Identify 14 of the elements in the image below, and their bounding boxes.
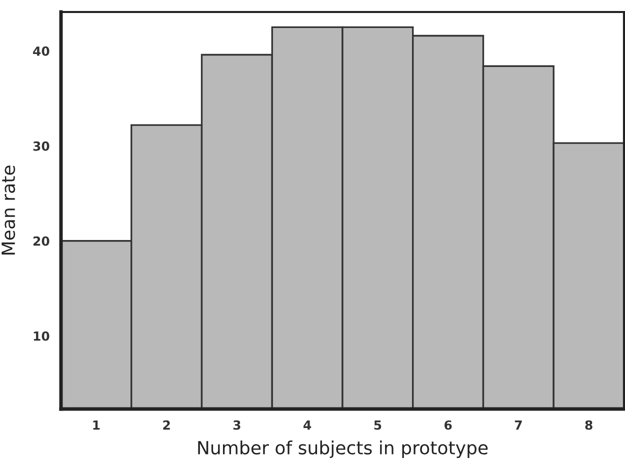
y-tick-label: 10 bbox=[34, 331, 50, 341]
x-tick-label: 7 bbox=[514, 420, 522, 430]
x-tick-label: 1 bbox=[93, 420, 100, 430]
x-tick-label: 4 bbox=[304, 420, 312, 430]
y-tick-label: 30 bbox=[33, 141, 50, 151]
y-tick-label: 20 bbox=[33, 236, 50, 246]
x-tick-label: 2 bbox=[163, 420, 170, 430]
x-tick-label: 5 bbox=[374, 420, 382, 430]
x-tick-label: 3 bbox=[233, 420, 240, 430]
x-tick-label: 6 bbox=[444, 420, 452, 430]
y-tick-label: 40 bbox=[33, 46, 50, 56]
x-tick-label: 8 bbox=[585, 420, 592, 430]
y-axis-title: Mean rate bbox=[2, 166, 16, 255]
x-axis-title: Number of subjects in prototype bbox=[198, 440, 488, 458]
